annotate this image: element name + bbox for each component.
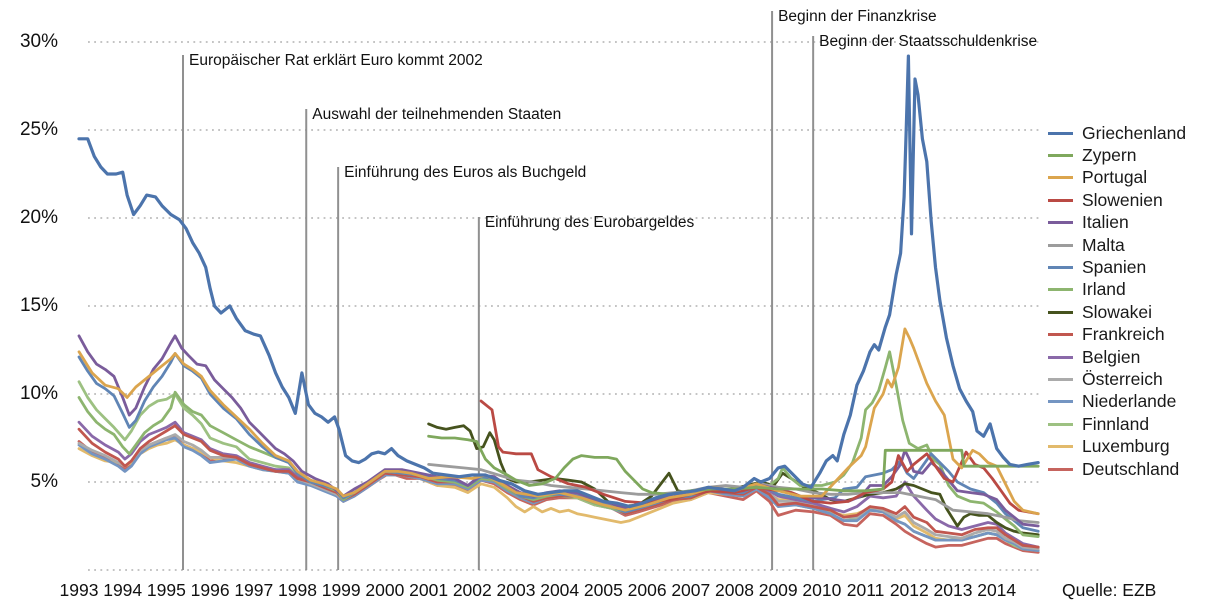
series-line-belgien: [77, 420, 1040, 549]
legend-item-italien: Italien: [1048, 212, 1186, 234]
x-tick-label: 2007: [671, 580, 711, 600]
legend-item-griechenland: Griechenland: [1048, 122, 1186, 144]
x-tick-label: 1993: [59, 580, 99, 600]
x-tick-label: 2006: [627, 580, 667, 600]
legend-swatch: [1048, 131, 1073, 135]
legend-item-slowenien: Slowenien: [1048, 189, 1186, 211]
x-tick-label: 2012: [889, 580, 929, 600]
legend-swatch: [1048, 154, 1073, 158]
y-tick-label: 15%: [19, 295, 58, 316]
legend-swatch: [1048, 355, 1073, 359]
legend-item-irland: Irland: [1048, 279, 1186, 301]
legend-item-belgien: Belgien: [1048, 346, 1186, 368]
legend-label: Italien: [1082, 212, 1129, 233]
legend-swatch: [1048, 266, 1073, 270]
x-tick-label: 2000: [365, 580, 405, 600]
x-tick-label: 1994: [103, 580, 143, 600]
legend-swatch: [1048, 422, 1073, 426]
legend-item-finnland: Finnland: [1048, 413, 1186, 435]
legend-label: Spanien: [1082, 257, 1147, 278]
series-line-niederlande: [77, 436, 1040, 552]
legend-item-frankreich: Frankreich: [1048, 324, 1186, 346]
legend-item-malta: Malta: [1048, 234, 1186, 256]
series-line-zypern: [427, 434, 1040, 496]
event-label: Auswahl der teilnehmenden Staaten: [312, 106, 562, 123]
x-tick-label: 2001: [409, 580, 449, 600]
legend-label: Zypern: [1082, 145, 1137, 166]
legend-item-slowakei: Slowakei: [1048, 301, 1186, 323]
legend-label: Slowakei: [1082, 301, 1153, 322]
legend-swatch: [1048, 176, 1073, 180]
source-label: Quelle: EZB: [1062, 580, 1157, 600]
legend-label: Finnland: [1082, 413, 1150, 434]
legend-label: Österreich: [1082, 368, 1163, 389]
legend-label: Portugal: [1082, 167, 1148, 188]
legend-swatch: [1048, 400, 1073, 404]
legend-swatch: [1048, 288, 1073, 292]
event-label: Einführung des Euros als Buchgeld: [344, 164, 587, 181]
event-label: Beginn der Finanzkrise: [778, 8, 937, 25]
x-tick-label: 2014: [977, 580, 1017, 600]
x-tick-label: 2004: [540, 580, 580, 600]
legend-swatch: [1048, 467, 1073, 471]
x-tick-label: 2009: [758, 580, 798, 600]
event-label: Beginn der Staatsschuldenkrise: [819, 33, 1038, 50]
legend-swatch: [1048, 445, 1073, 449]
x-tick-label: 1996: [190, 580, 230, 600]
x-tick-label: 2013: [933, 580, 973, 600]
series-line-malta: [427, 462, 1040, 524]
legend-swatch: [1048, 377, 1073, 381]
legend-label: Malta: [1082, 234, 1125, 255]
series-line-griechenland: [77, 54, 1040, 509]
legend-item-deutschland: Deutschland: [1048, 458, 1186, 480]
legend-swatch: [1048, 221, 1073, 225]
legend-label: Belgien: [1082, 346, 1141, 367]
x-tick-label: 2010: [802, 580, 842, 600]
legend-label: Frankreich: [1082, 324, 1165, 345]
x-tick-label: 1999: [321, 580, 361, 600]
x-tick-label: 1998: [278, 580, 317, 600]
legend-label: Luxemburg: [1082, 436, 1170, 457]
y-tick-label: 20%: [19, 207, 58, 228]
legend-item-luxemburg: Luxemburg: [1048, 435, 1186, 457]
y-tick-label: 5%: [30, 471, 58, 492]
legend-label: Slowenien: [1082, 189, 1163, 210]
x-tick-label: 2008: [715, 580, 754, 600]
legend-label: Irland: [1082, 279, 1126, 300]
y-tick-label: 30%: [19, 31, 58, 52]
legend-item-niederlande: Niederlande: [1048, 391, 1186, 413]
x-tick-label: 2005: [583, 580, 623, 600]
y-tick-label: 10%: [19, 383, 58, 404]
legend-swatch: [1048, 198, 1073, 202]
y-tick-label: 25%: [19, 119, 58, 140]
legend-item-portugal: Portugal: [1048, 167, 1186, 189]
legend-label: Deutschland: [1082, 458, 1180, 479]
event-label: Einführung des Eurobargeldes: [484, 214, 695, 231]
legend-item-spanien: Spanien: [1048, 256, 1186, 278]
legend: Griechenland Zypern Portugal Slowenien Itali…: [1048, 122, 1186, 480]
legend-label: Griechenland: [1082, 122, 1187, 143]
legend-swatch: [1048, 333, 1073, 337]
legend-item-zypern: Zypern: [1048, 144, 1186, 166]
x-tick-label: 1995: [146, 580, 186, 600]
x-tick-label: 2003: [496, 580, 536, 600]
legend-item-österreich: Österreich: [1048, 368, 1186, 390]
legend-label: Niederlande: [1082, 391, 1177, 412]
legend-swatch: [1048, 310, 1073, 314]
x-tick-label: 2002: [452, 580, 492, 600]
legend-swatch: [1048, 243, 1073, 247]
x-tick-label: 1997: [234, 580, 274, 600]
x-tick-label: 2011: [846, 580, 885, 600]
event-label: Europäischer Rat erklärt Euro kommt 2002: [189, 52, 483, 69]
